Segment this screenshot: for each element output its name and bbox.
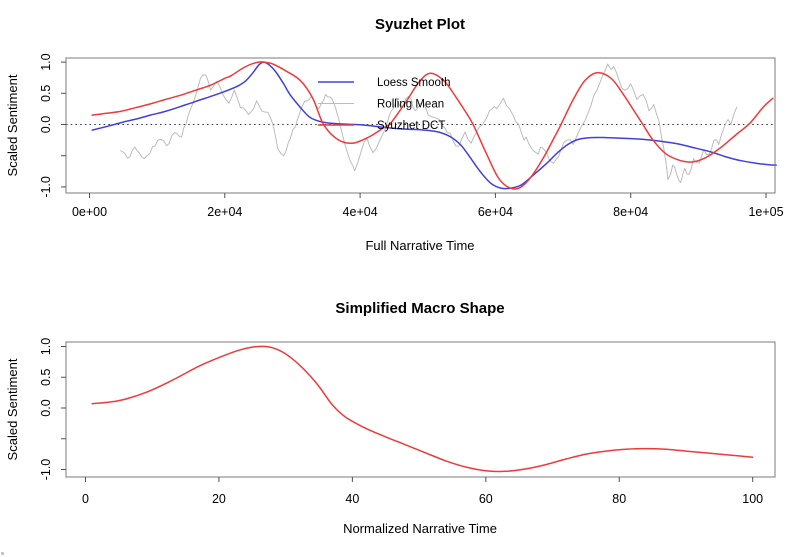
x-tick-label: 1e+05 [748, 205, 783, 219]
x-tick-label: 8e+04 [613, 205, 648, 219]
y-tick-label: 0.5 [39, 369, 53, 386]
x-tick-label: 0e+00 [72, 205, 107, 219]
series-macro-line [91, 345, 754, 473]
x-axis: 0e+00 2e+04 4e+04 6e+04 8e+04 1e+05 [72, 193, 784, 219]
y-tick-label: 1.0 [39, 53, 53, 70]
macro-shape-plot: Simplified Macro Shape Normalized Narrat… [5, 300, 776, 536]
x-tick-label: 100 [742, 492, 763, 506]
legend-label-dct: Syuzhet DCT [377, 120, 445, 132]
screen-artifact [1, 552, 4, 555]
macro-plot-title: Simplified Macro Shape [335, 300, 504, 317]
x-tick-label: 0 [82, 492, 89, 506]
syuzhet-plot: Syuzhet Plot Full Narrative Time Scaled … [5, 16, 784, 253]
plot-box [65, 57, 776, 194]
y-tick-label: 1.0 [39, 338, 53, 355]
legend: Loess Smooth Rolling Mean Syuzhet DCT [318, 77, 451, 132]
legend-label-loess: Loess Smooth [377, 77, 451, 89]
plot-box [65, 341, 776, 478]
x-tick-label: 40 [345, 492, 359, 506]
macro-plot-area: 0 20 40 60 80 100 1.0 0.5 0.0 -1.0 [39, 338, 776, 506]
macro-x-axis-title: Normalized Narrative Time [343, 521, 497, 536]
y-axis: 1.0 0.5 0.0 -1.0 [39, 338, 66, 481]
legend-label-rolling: Rolling Mean [377, 99, 444, 111]
x-tick-label: 2e+04 [207, 205, 242, 219]
x-axis: 0 20 40 60 80 100 [82, 477, 763, 506]
y-tick-label: -1.0 [39, 459, 53, 481]
y-axis: 1.0 0.5 0.0 -1.0 [39, 53, 66, 198]
series-dct-line [91, 61, 774, 190]
series-rolling-line [120, 63, 738, 183]
x-tick-label: 80 [612, 492, 626, 506]
x-tick-label: 60 [479, 492, 493, 506]
syuzhet-y-axis-title: Scaled Sentiment [5, 74, 20, 176]
y-tick-label: 0.0 [39, 399, 53, 416]
syuzhet-plot-title: Syuzhet Plot [375, 16, 465, 33]
y-tick-label: -1.0 [39, 176, 53, 198]
macro-y-axis-title: Scaled Sentiment [5, 358, 20, 460]
series-loess-line [91, 61, 777, 190]
x-tick-label: 20 [212, 492, 226, 506]
x-tick-label: 6e+04 [478, 205, 513, 219]
x-tick-label: 4e+04 [343, 205, 378, 219]
syuzhet-x-axis-title: Full Narrative Time [365, 238, 474, 253]
y-tick-label: 0.5 [39, 85, 53, 102]
y-tick-label: 0.0 [39, 116, 53, 133]
syuzhet-plot-area: 0e+00 2e+04 4e+04 6e+04 8e+04 1e+05 1.0 0.5 0.0 -… [39, 53, 784, 219]
